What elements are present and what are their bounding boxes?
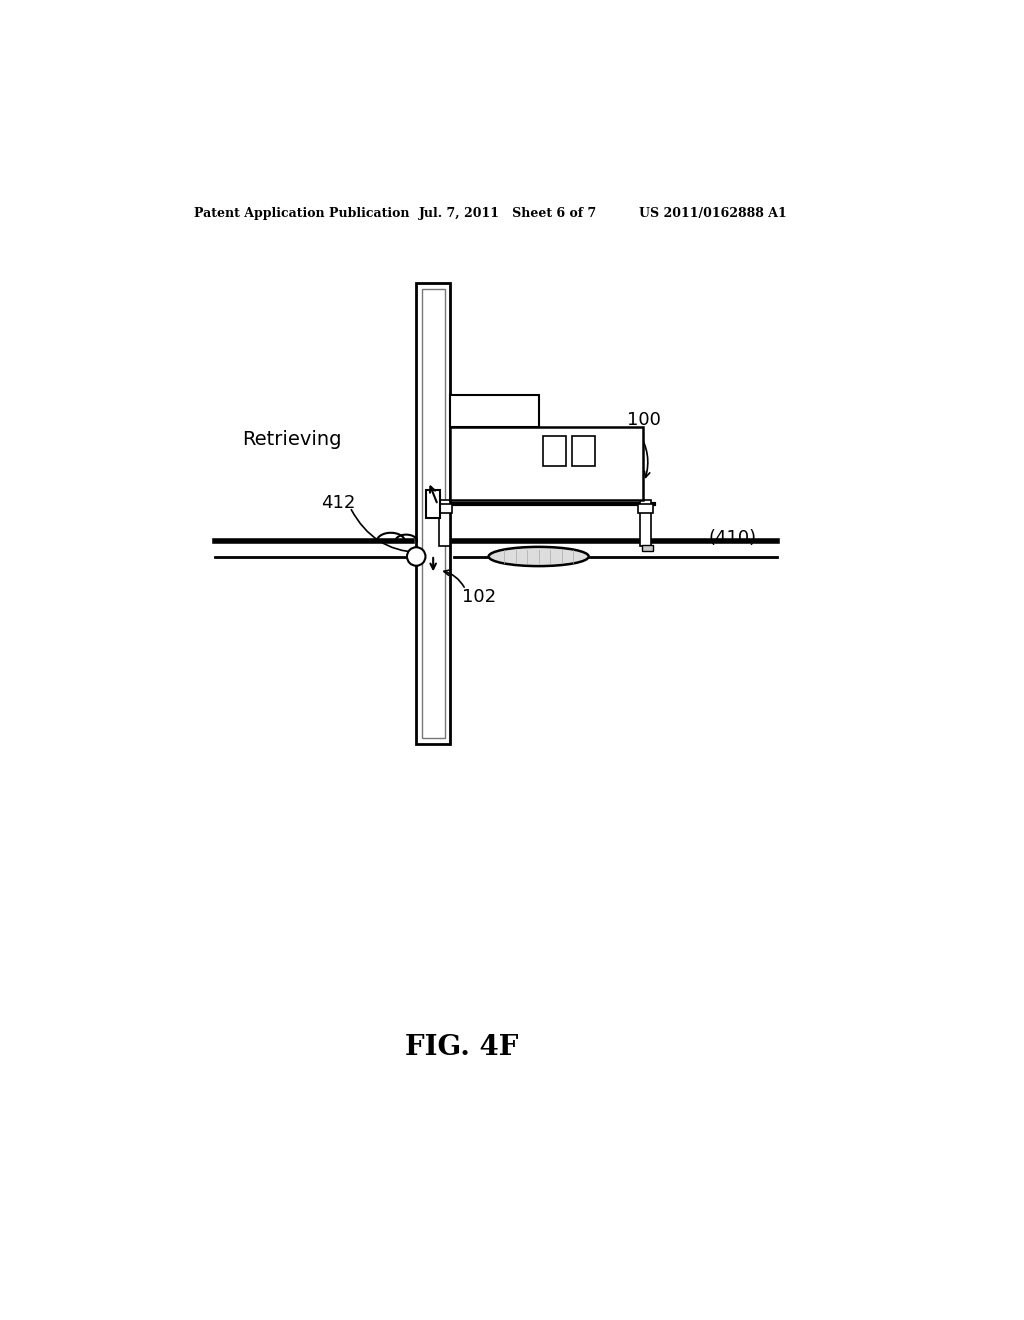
- Bar: [640, 500, 651, 546]
- Text: US 2011/0162888 A1: US 2011/0162888 A1: [639, 207, 786, 220]
- Text: Retrieving: Retrieving: [243, 430, 342, 449]
- Bar: [416, 284, 451, 743]
- Bar: [543, 437, 565, 466]
- Text: (410): (410): [708, 529, 756, 546]
- Ellipse shape: [488, 546, 589, 566]
- Bar: [642, 545, 652, 552]
- Text: 102: 102: [508, 422, 542, 441]
- Bar: [451, 428, 643, 500]
- Bar: [571, 437, 595, 466]
- Text: FIG. 4F: FIG. 4F: [404, 1035, 518, 1061]
- Text: 100: 100: [628, 412, 662, 429]
- Bar: [426, 490, 440, 517]
- Bar: [638, 504, 653, 513]
- Text: 102: 102: [462, 589, 496, 606]
- Circle shape: [407, 548, 425, 566]
- Bar: [451, 395, 539, 428]
- Bar: [422, 289, 444, 738]
- Bar: [437, 504, 453, 513]
- Text: Patent Application Publication: Patent Application Publication: [194, 207, 410, 220]
- Bar: [439, 500, 451, 546]
- Text: Jul. 7, 2011   Sheet 6 of 7: Jul. 7, 2011 Sheet 6 of 7: [419, 207, 598, 220]
- Text: 412: 412: [322, 495, 356, 512]
